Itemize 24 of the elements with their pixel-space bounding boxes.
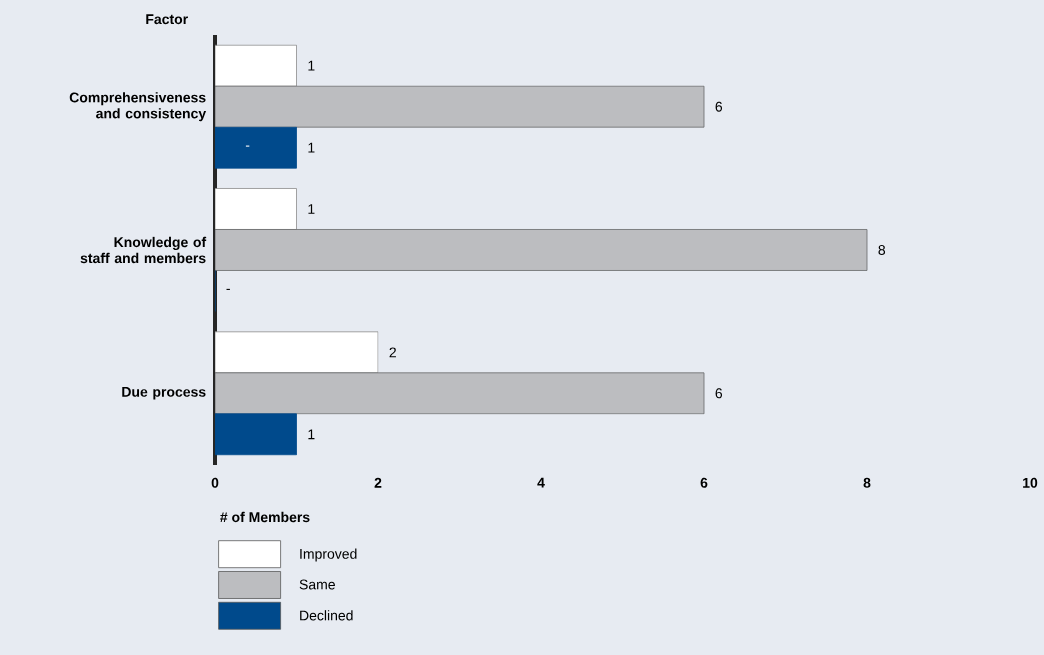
- x-tick-label: 8: [863, 477, 871, 488]
- data-label: 6: [715, 388, 723, 399]
- legend-label: Same: [299, 579, 335, 590]
- x-tick-label: 6: [700, 477, 708, 488]
- y-tick-label: Knowledge of staff and members: [80, 236, 207, 264]
- data-label: 1: [308, 429, 315, 440]
- legend-label: Improved: [300, 548, 357, 562]
- data-label: 8: [878, 245, 886, 255]
- annotation: -: [245, 145, 250, 147]
- data-label: 2: [389, 347, 396, 358]
- y-tick-label: Comprehensiveness and consistency: [69, 92, 207, 122]
- x-tick-label: 2: [374, 477, 382, 488]
- data-label: 6: [715, 101, 723, 112]
- data-label: 1: [308, 204, 315, 214]
- data-label: 1: [308, 60, 315, 71]
- x-tick-label: 10: [1023, 477, 1038, 488]
- legend-label: Declined: [300, 610, 353, 621]
- x-axis-title: # of Members: [220, 511, 310, 523]
- y-tick-label: Due process: [122, 387, 206, 400]
- data-label: -: [226, 288, 230, 290]
- x-tick-label: 0: [211, 477, 219, 488]
- x-tick-label: 4: [537, 477, 545, 488]
- data-label: 1: [308, 142, 315, 153]
- y-axis-title: Factor: [146, 14, 188, 25]
